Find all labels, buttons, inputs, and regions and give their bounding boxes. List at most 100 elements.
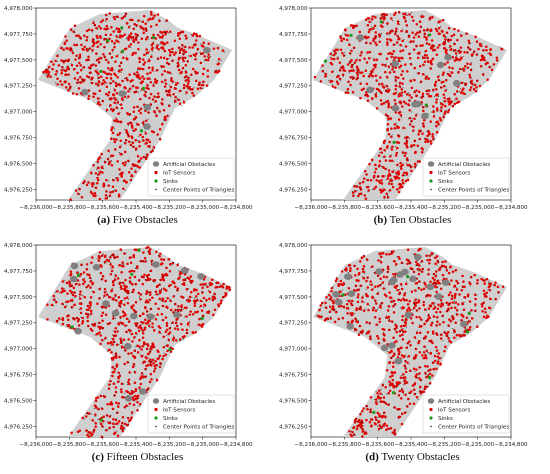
triangle-center-point [169, 84, 170, 86]
iot-sensor-point [75, 93, 79, 96]
iot-sensor-point [228, 288, 232, 292]
triangle-center-point [438, 94, 440, 96]
triangle-center-point [106, 415, 108, 417]
iot-sensor-point [152, 33, 155, 37]
iot-sensor-point [174, 321, 178, 325]
triangle-center-point [445, 40, 446, 42]
iot-sensor-point [82, 65, 86, 69]
iot-sensor-point [480, 44, 483, 48]
iot-sensor-point [135, 90, 138, 93]
triangle-center-point [366, 330, 368, 332]
iot-sensor-point [437, 352, 441, 355]
sink-point [341, 293, 345, 297]
triangle-center-point [447, 302, 449, 304]
triangle-center-point [442, 340, 444, 341]
iot-sensor-point [96, 302, 99, 305]
triangle-center-point [376, 92, 378, 93]
triangle-center-point [176, 99, 178, 101]
iot-sensor-point [171, 51, 174, 54]
iot-sensor-point [136, 155, 140, 158]
iot-sensor-point [378, 83, 381, 86]
triangle-center-point [457, 72, 459, 74]
iot-sensor-point [146, 352, 150, 356]
triangle-center-point [94, 187, 96, 189]
iot-sensor-point [415, 331, 419, 335]
iot-sensor-point [50, 60, 53, 63]
iot-sensor-point [375, 178, 378, 182]
triangle-center-point [353, 265, 355, 267]
triangle-center-point [115, 35, 117, 36]
iot-sensor-point [99, 36, 102, 40]
panel-d: 4,978,000 4,977,750 4,977,500 4,977,250 4,97… [275, 237, 550, 474]
triangle-center-point [440, 108, 442, 110]
triangle-center-point [136, 333, 138, 335]
iot-sensor-point [130, 174, 134, 178]
iot-sensor-point [97, 100, 100, 104]
iot-sensor-point [95, 181, 99, 185]
iot-sensor-point [201, 286, 204, 289]
iot-sensor-point [104, 13, 108, 17]
iot-sensor-point [161, 318, 165, 322]
iot-sensor-point [418, 366, 421, 369]
iot-sensor-point [193, 304, 197, 307]
iot-sensor-point [107, 72, 111, 75]
triangle-center-point [87, 314, 89, 316]
triangle-center-point [97, 77, 99, 79]
iot-sensor-point [395, 41, 399, 44]
triangle-center-point [158, 254, 160, 256]
iot-sensor-point [139, 157, 143, 160]
triangle-center-point [416, 72, 418, 74]
triangle-center-point [177, 60, 179, 62]
iot-sensor-point [158, 365, 162, 369]
iot-sensor-point [462, 87, 465, 90]
iot-sensor-point [455, 90, 459, 93]
iot-sensor-point [415, 368, 418, 371]
x-tick-label: −8,234,800 [219, 442, 253, 448]
artificial-obstacle [409, 275, 417, 283]
iot-sensor-point [350, 49, 353, 53]
iot-sensor-point [367, 308, 370, 312]
iot-sensor-point [429, 94, 433, 98]
triangle-center-point [115, 29, 116, 31]
iot-sensor-point [145, 119, 148, 122]
iot-sensor-point [193, 302, 197, 305]
triangle-center-point [353, 434, 355, 436]
triangle-center-point [395, 122, 397, 124]
iot-sensor-point [133, 248, 137, 252]
iot-sensor-point [79, 272, 83, 276]
iot-sensor-point [167, 332, 170, 336]
triangle-center-point [396, 387, 398, 389]
triangle-center-point [376, 401, 378, 403]
iot-sensor-point [453, 336, 456, 340]
artificial-obstacle [391, 60, 399, 67]
triangle-center-point [174, 87, 176, 89]
iot-sensor-point [69, 198, 72, 201]
artificial-obstacle [346, 323, 354, 330]
triangle-center-point [411, 111, 412, 113]
x-tick-label: −8,235,800 [328, 205, 362, 211]
triangle-center-point [379, 17, 381, 19]
iot-sensor-point [70, 63, 74, 67]
y-tick-label: 4,976,750 [279, 136, 308, 142]
iot-sensor-point [146, 35, 149, 39]
iot-sensor-point [117, 371, 120, 374]
iot-sensor-point [376, 411, 379, 415]
iot-sensor-point [460, 289, 464, 292]
iot-sensor-point [125, 390, 128, 393]
iot-sensor-point [108, 421, 112, 425]
iot-sensor-point [89, 66, 92, 70]
iot-sensor-point [468, 41, 471, 45]
triangle-center-point [433, 137, 435, 139]
triangle-center-point [395, 81, 397, 83]
triangle-center-point [114, 317, 116, 319]
iot-sensor-point [182, 101, 186, 104]
iot-sensor-point [148, 278, 152, 281]
iot-sensor-point [426, 140, 430, 144]
triangle-center-point [159, 357, 161, 359]
iot-sensor-point [433, 48, 437, 52]
iot-sensor-point [393, 99, 396, 102]
iot-sensor-point [118, 302, 121, 305]
triangle-center-point [337, 56, 339, 58]
iot-sensor-point [164, 82, 168, 85]
triangle-center-point [352, 191, 354, 193]
